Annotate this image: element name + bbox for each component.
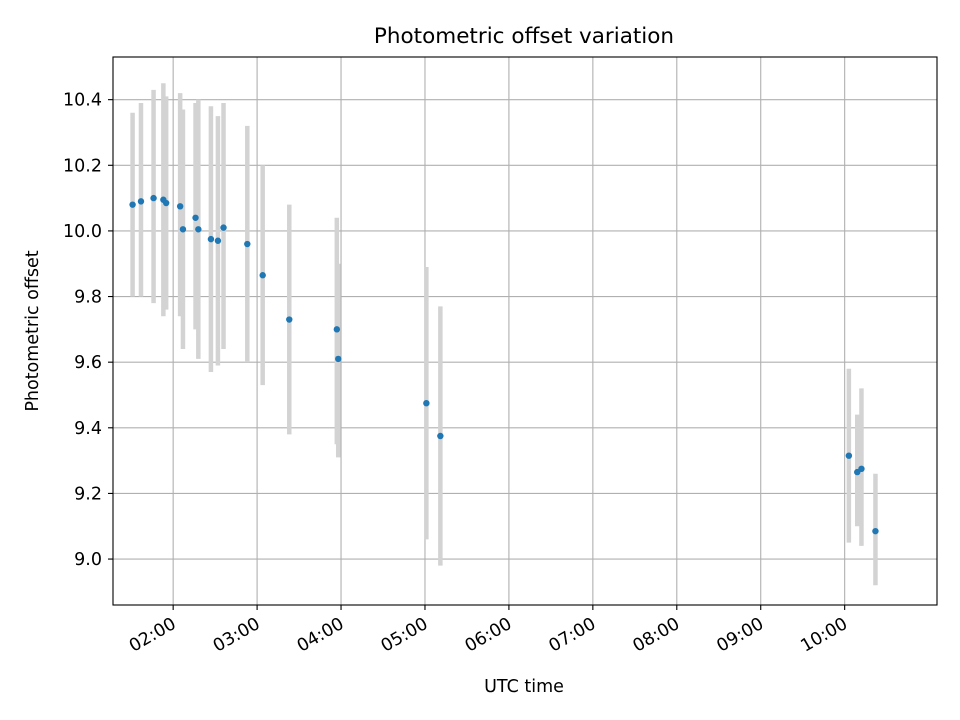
data-point: [192, 214, 199, 221]
data-point: [179, 226, 187, 233]
y-axis-label: Photometric offset: [23, 250, 43, 411]
grid: [113, 57, 937, 605]
data-point: [286, 316, 293, 323]
data-point: [333, 326, 341, 333]
data-point: [259, 272, 266, 279]
x-tick-label: 02:00: [126, 614, 180, 657]
data-point: [162, 199, 170, 207]
data-point: [150, 194, 157, 202]
y-tick-label: 10.2: [63, 156, 102, 176]
data-point: [858, 465, 865, 473]
y-tick-label: 9.8: [74, 288, 102, 308]
y-tick-label: 9.4: [74, 419, 102, 439]
data-point: [220, 224, 227, 231]
error-bars: [130, 83, 878, 586]
x-tick-label: 06:00: [462, 614, 516, 657]
y-tick-label: 9.6: [74, 353, 102, 373]
data-point: [137, 198, 145, 205]
y-tick-label: 9.2: [74, 484, 102, 504]
data-point: [129, 201, 136, 208]
data-points: [129, 194, 879, 535]
y-axis: 9.0 9.2 9.4 9.6 9.8 10.0 10.2 10.4: [63, 91, 113, 570]
data-point: [437, 432, 444, 440]
data-point: [335, 355, 342, 363]
data-point: [244, 240, 251, 248]
x-tick-label: 08:00: [630, 614, 684, 657]
data-point: [845, 452, 853, 459]
x-axis-label: UTC time: [484, 677, 564, 697]
y-tick-label: 9.0: [74, 550, 102, 570]
y-tick-label: 10.4: [63, 91, 102, 111]
data-point: [423, 399, 430, 407]
data-point: [872, 527, 879, 535]
x-tick-label: 09:00: [714, 614, 768, 657]
data-point: [176, 203, 184, 210]
chart-title: Photometric offset variation: [374, 24, 674, 49]
data-point: [207, 235, 215, 243]
x-tick-label: 04:00: [294, 614, 348, 657]
x-tick-label: 10:00: [797, 614, 851, 657]
x-tick-label: 03:00: [210, 614, 264, 657]
x-axis: 02:00 03:00 04:00 05:00 06:00 07:00 08:00 09:00…: [126, 605, 851, 657]
x-tick-label: 05:00: [378, 614, 432, 657]
data-point: [214, 237, 222, 244]
y-tick-label: 10.0: [63, 222, 102, 242]
data-point: [195, 226, 202, 233]
x-tick-label: 07:00: [546, 614, 600, 657]
plot-frame: [112, 56, 938, 606]
